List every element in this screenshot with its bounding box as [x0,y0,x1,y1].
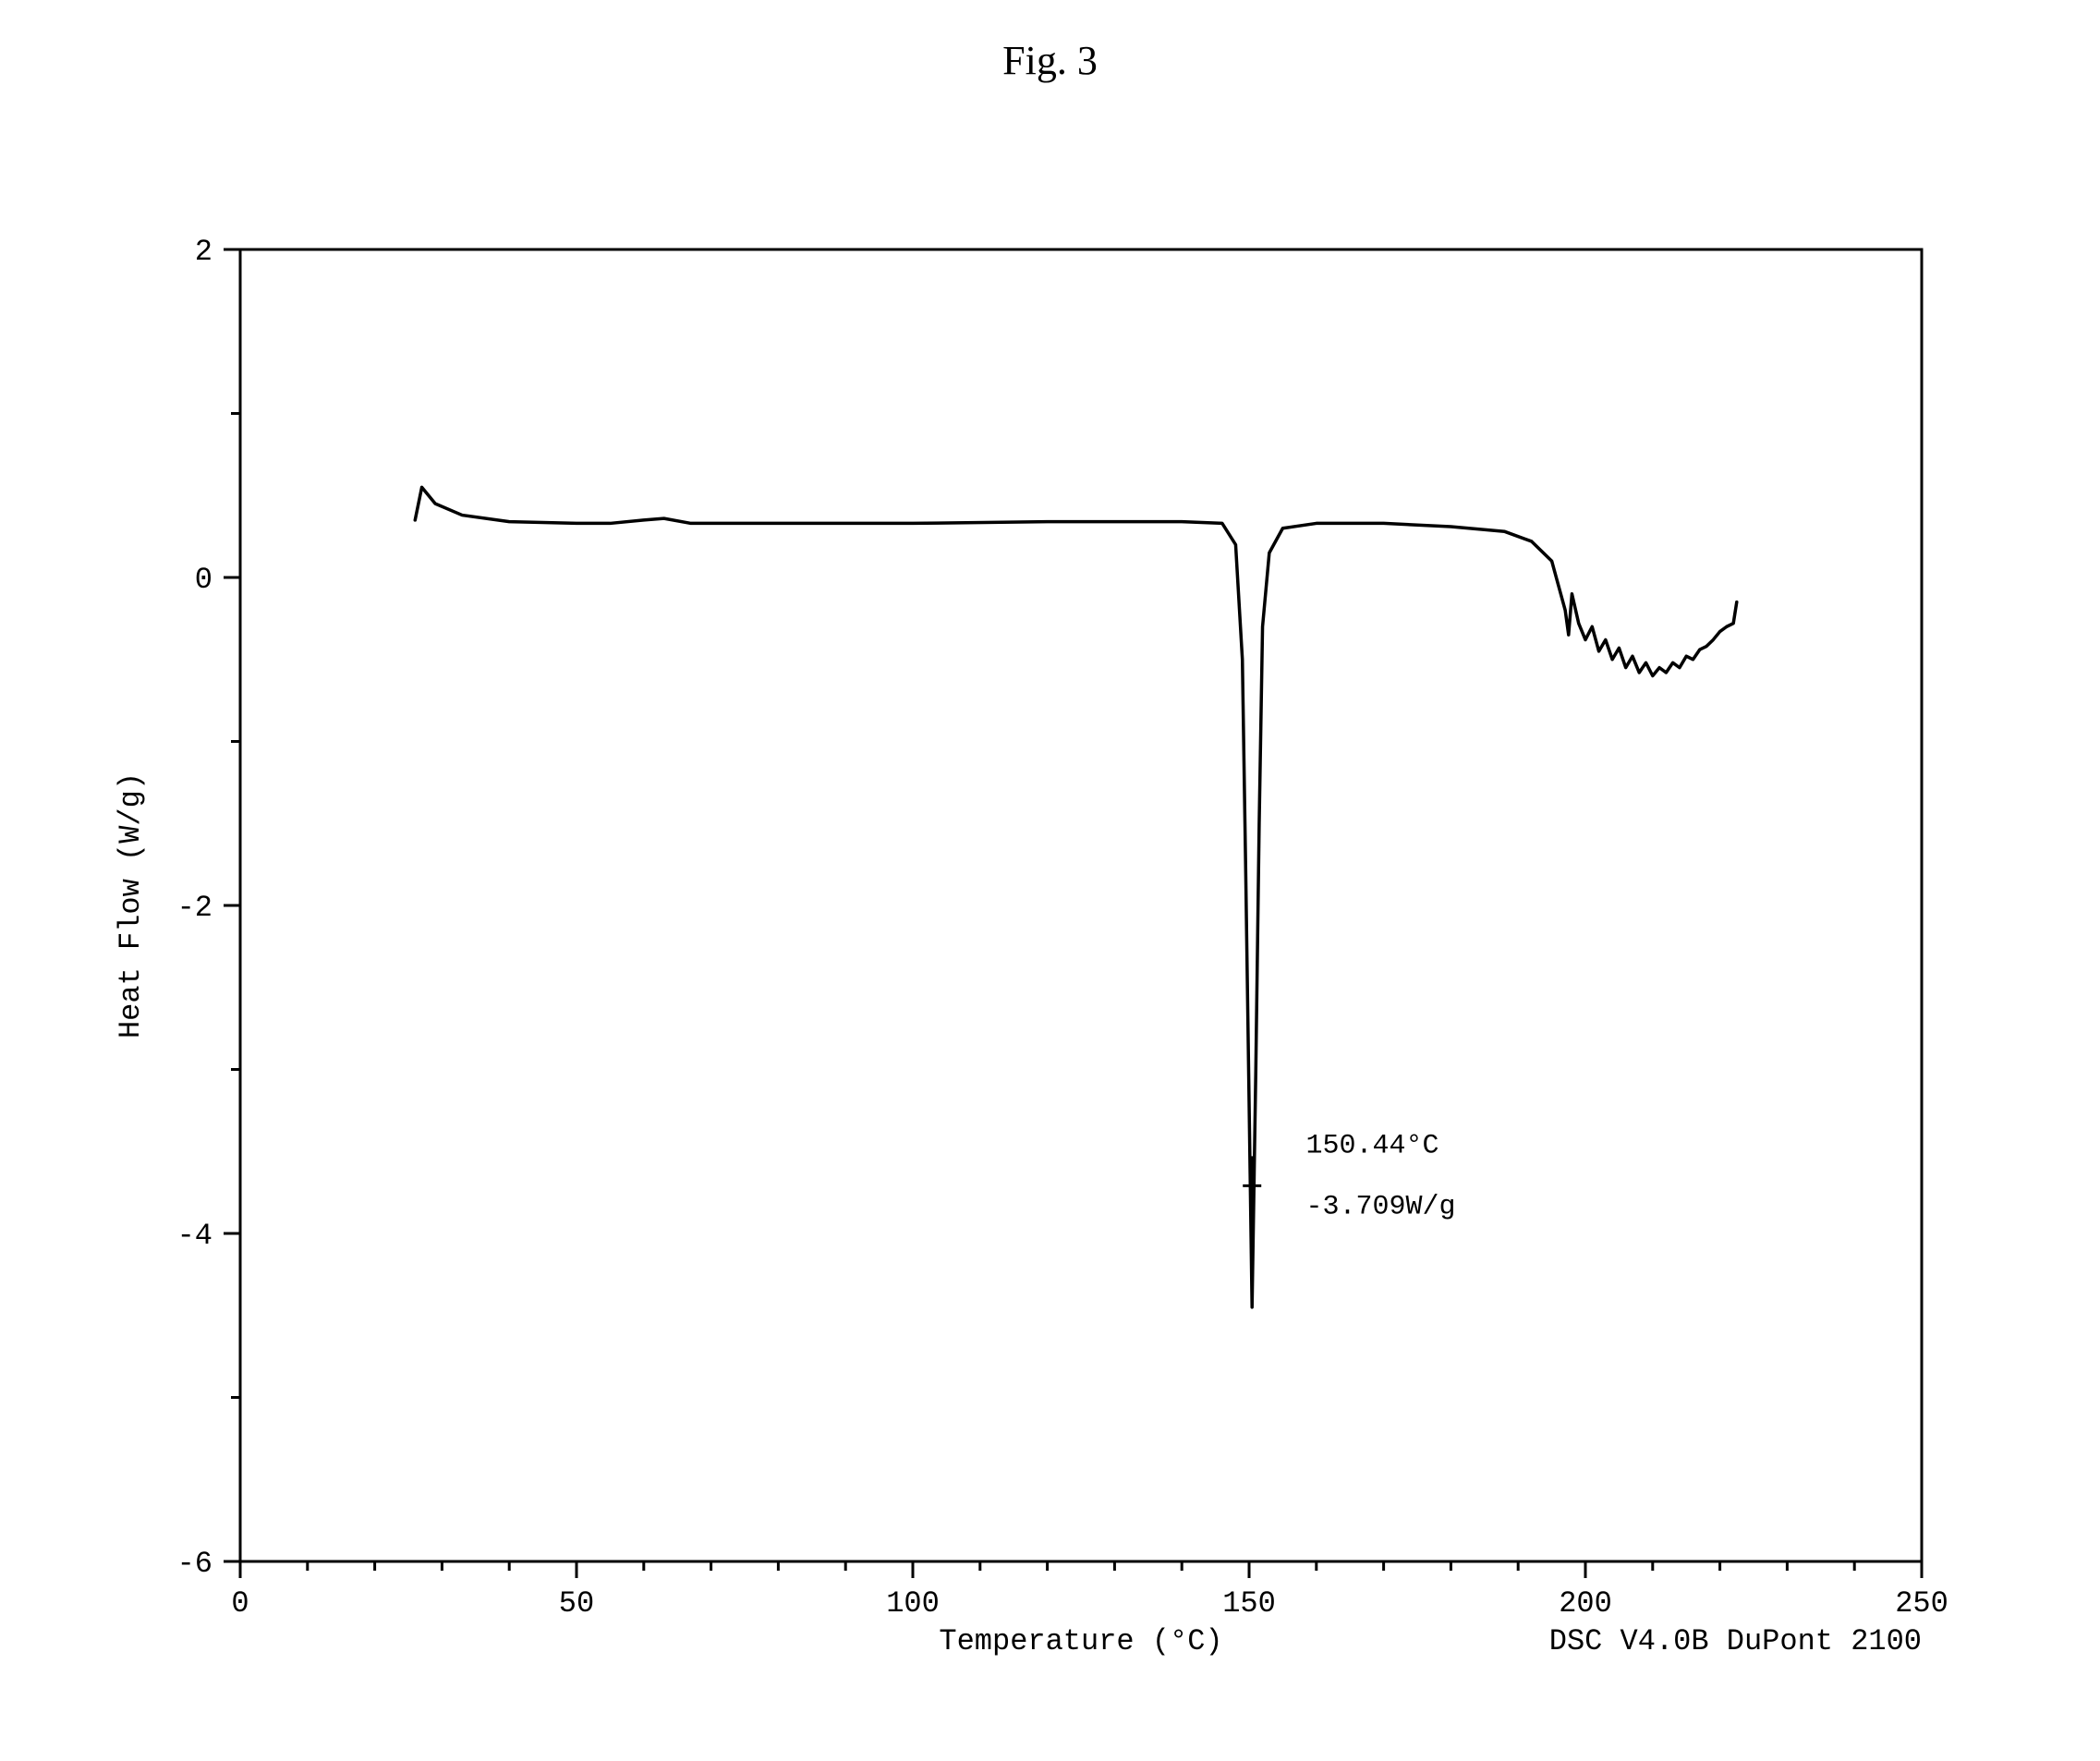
heat-flow-curve [415,487,1737,1307]
figure-title: Fig. 3 [0,37,2100,84]
page: Fig. 3 0 50 100 150 200 250 -6 -4 -2 0 2 Temperatur… [0,0,2100,1761]
dsc-chart: 0 50 100 150 200 250 -6 -4 -2 0 2 Temperature (°C) H… [102,222,1968,1663]
x-tick-label: 200 [1559,1586,1612,1621]
x-tick-label: 0 [231,1586,249,1621]
chart-container: 0 50 100 150 200 250 -6 -4 -2 0 2 Temperature (°C) H… [102,222,1968,1663]
x-tick-label: 100 [886,1586,940,1621]
y-tick-label: -2 [177,891,212,925]
plot-border [240,249,1922,1561]
x-tick-label: 250 [1895,1586,1948,1621]
y-axis-label: Heat Flow (W/g) [114,772,148,1038]
peak-temp-label: 150.44°C [1305,1130,1438,1161]
y-tick-label: 0 [195,563,212,597]
x-tick-label: 150 [1222,1586,1276,1621]
peak-value-label: -3.709W/g [1305,1191,1455,1222]
y-tick-label: -4 [177,1219,212,1253]
y-tick-label: 2 [195,235,212,269]
x-tick-label: 50 [559,1586,594,1621]
instrument-footer: DSC V4.0B DuPont 2100 [1549,1624,1922,1658]
y-tick-label: -6 [177,1547,212,1581]
x-axis-label: Temperature (°C) [939,1624,1222,1658]
